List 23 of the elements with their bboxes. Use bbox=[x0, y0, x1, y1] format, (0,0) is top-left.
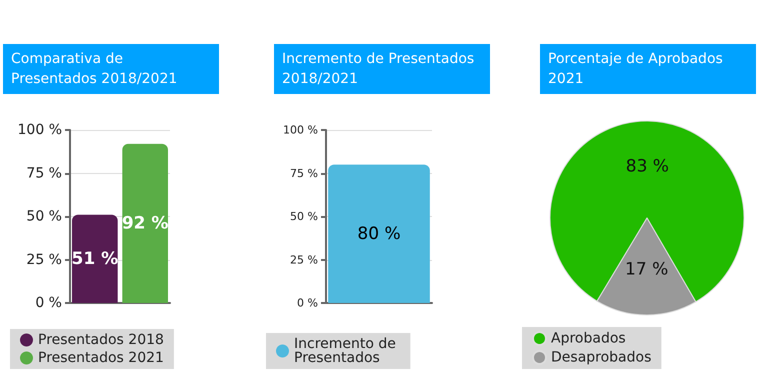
y-tick-label: 100 % bbox=[18, 122, 62, 138]
y-tick-label: 50 % bbox=[26, 208, 62, 224]
data-label: 51 % bbox=[72, 248, 118, 269]
y-tick-label: 75 % bbox=[26, 165, 62, 182]
data-label: 83 % bbox=[626, 156, 669, 176]
y-tick-label: 50 % bbox=[290, 210, 318, 223]
data-label: 80 % bbox=[357, 224, 401, 244]
data-label: 17 % bbox=[625, 260, 668, 280]
y-tick-label: 75 % bbox=[290, 166, 318, 180]
y-tick-label: 100 % bbox=[283, 124, 318, 136]
y-tick-label: 25 % bbox=[290, 253, 318, 266]
data-label: 92 % bbox=[122, 213, 168, 234]
y-tick-label: 0 % bbox=[35, 295, 62, 311]
legend-label: Aprobados bbox=[551, 330, 626, 346]
legend-label: Presentados 2018 bbox=[38, 332, 164, 348]
legend-label: Desaprobados bbox=[551, 350, 652, 366]
y-tick-label: 0 % bbox=[297, 296, 318, 310]
chart-title: Incremento de Presentados 2018/2021 bbox=[282, 51, 479, 87]
chart-title: Comparativa de Presentados 2018/2021 bbox=[11, 51, 178, 87]
legend-label: Presentados 2021 bbox=[38, 350, 164, 366]
y-tick-label: 25 % bbox=[26, 252, 62, 268]
chart-title: Porcentaje de Aprobados 2021 bbox=[548, 51, 728, 87]
legend-label: Incremento de Presentados bbox=[294, 336, 400, 366]
